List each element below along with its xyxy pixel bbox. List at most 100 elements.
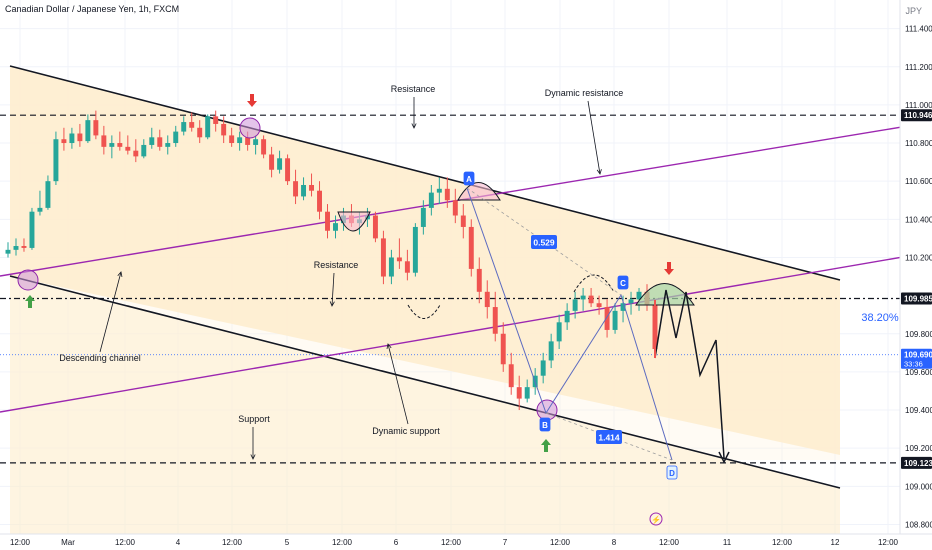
price-tick-label: 110.200 <box>905 253 932 262</box>
time-tick-label: 7 <box>503 538 508 547</box>
pivot-circle <box>17 269 39 291</box>
pivot-circle <box>536 399 558 421</box>
candle-body <box>596 303 602 308</box>
candle-body <box>13 246 19 250</box>
annotations: A B C D 0.529 1.414 Resistance Dynamic resistan… <box>59 84 899 526</box>
candle-body <box>141 144 147 157</box>
candle-body <box>37 207 43 212</box>
price-tick-label: 109.400 <box>905 406 932 415</box>
time-tick-label: 12:00 <box>878 538 899 547</box>
annotation-resistance-top: Resistance <box>391 84 436 94</box>
candle-body <box>213 116 219 124</box>
ratio-label: 1.414 <box>598 433 620 443</box>
fib-38-label: 38.20% <box>861 312 899 324</box>
candle-body <box>269 154 275 170</box>
candle-body <box>524 387 530 399</box>
candle-body <box>628 299 634 304</box>
time-tick-label: 6 <box>394 538 399 547</box>
price-tick-label: 109.800 <box>905 330 932 339</box>
candle-body <box>444 188 450 201</box>
candle-body <box>476 268 482 292</box>
candle-body <box>636 291 642 300</box>
point-label-a: A <box>466 175 472 184</box>
time-tick-label: Mar <box>61 538 75 547</box>
annotation-descending-channel-arrow <box>117 271 123 277</box>
candle-body <box>516 387 522 399</box>
candle-body <box>5 249 11 254</box>
candle-body <box>540 360 546 376</box>
price-tick-label: 111.400 <box>905 25 932 34</box>
time-tick-label: 12:00 <box>659 538 680 547</box>
candle-body <box>125 146 131 151</box>
candle-body <box>45 181 51 208</box>
annotation-descending-channel: Descending channel <box>59 353 141 363</box>
point-label-c: C <box>620 279 626 288</box>
price-tick-label: 108.800 <box>905 520 932 529</box>
time-tick-label: 12:00 <box>441 538 462 547</box>
red-arrow-top-stem <box>250 94 254 101</box>
annotation-support: Support <box>238 414 270 424</box>
candle-body <box>117 143 123 147</box>
time-axis-bg <box>0 534 932 550</box>
candle-body <box>277 158 283 170</box>
dashed-arc-1 <box>407 304 441 319</box>
candle-body <box>572 299 578 311</box>
price-marker-box <box>901 456 932 469</box>
price-marker-box <box>901 292 932 305</box>
candle-body <box>564 310 570 323</box>
currency-label: JPY <box>905 6 922 16</box>
price-marker-box <box>901 348 932 369</box>
candle-body <box>588 295 594 304</box>
red-arrow-c-head <box>664 269 674 275</box>
point-label-b: B <box>542 421 548 430</box>
candle-body <box>317 190 322 212</box>
price-tick-label: 109.600 <box>905 368 932 377</box>
annotation-descending-channel-leader <box>99 271 122 353</box>
price-tick-label: 109.000 <box>905 482 932 491</box>
candle-body <box>61 139 67 144</box>
candle-body <box>245 137 251 145</box>
candle-body <box>580 295 586 300</box>
candle-body <box>21 246 27 248</box>
candle-body <box>556 322 562 342</box>
dashed-arc-2 <box>573 274 615 293</box>
time-tick-label: 11 <box>723 538 732 547</box>
top-arc-a <box>457 182 501 201</box>
abcd-pattern <box>466 187 673 461</box>
candle-body <box>189 122 195 128</box>
annotation-resistance-mid: Resistance <box>314 260 359 270</box>
candle-body <box>101 135 107 147</box>
price-marker-label: 109.690 <box>904 351 932 360</box>
candle-body <box>309 184 315 191</box>
overlay-drawings <box>17 94 730 464</box>
horizontal-levels <box>0 114 900 464</box>
candle-body <box>69 133 75 144</box>
ratio-line-ac <box>466 187 622 296</box>
red-arrow-c-stem <box>667 262 671 269</box>
point-label-box-b <box>539 417 551 432</box>
price-axis[interactable]: 111.400 111.200 111.000 110.800 110.600 110.4… <box>899 0 932 534</box>
price-tick-label: 111.200 <box>905 63 932 72</box>
price-tick-label: 110.400 <box>905 215 932 224</box>
time-tick-label: 5 <box>285 538 290 547</box>
ratio-box <box>596 430 622 444</box>
candle-body <box>133 150 139 157</box>
price-tick-label: 109.200 <box>905 444 932 453</box>
annotation-dynamic-support: Dynamic support <box>372 426 440 436</box>
channel-fills <box>10 66 840 534</box>
candle-body <box>109 143 115 147</box>
time-axis[interactable]: 12:00 Mar 12:00 4 12:00 5 12:00 6 12:00 7 12:00 8 12… <box>0 533 932 550</box>
green-arrow-b-stem <box>544 445 548 452</box>
lightning-glyph: ⚡ <box>651 515 661 525</box>
candle-body <box>293 181 299 197</box>
candle-body <box>285 158 291 182</box>
candle-body <box>428 192 434 208</box>
annotation-support-arrow <box>250 454 256 460</box>
channel-fill-main <box>10 66 840 455</box>
candle-body <box>508 364 514 388</box>
candle-body <box>229 135 235 144</box>
projection-arrow-head <box>718 451 730 464</box>
candle-body <box>221 123 227 136</box>
candle-body <box>237 137 243 144</box>
